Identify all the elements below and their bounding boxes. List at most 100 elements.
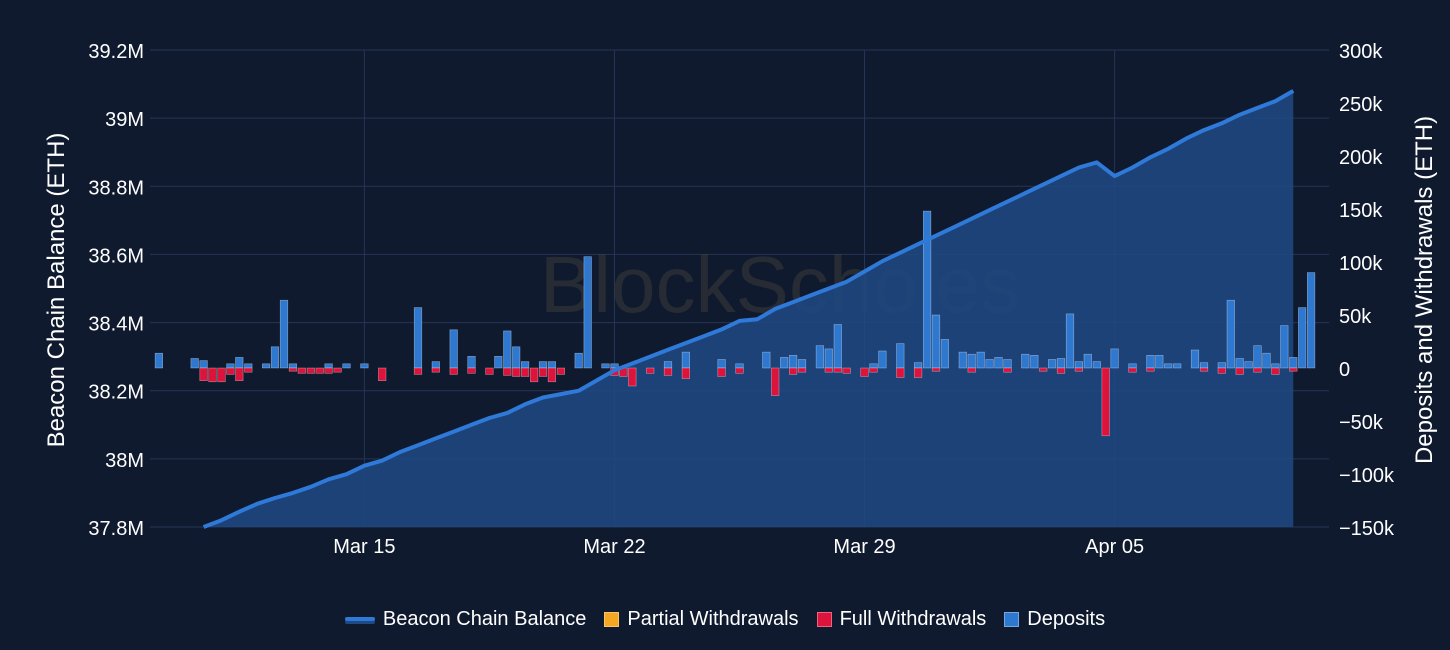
full-withdrawal-bar bbox=[324, 367, 333, 374]
deposit-bar bbox=[538, 361, 548, 369]
legend-label-balance: Beacon Chain Balance bbox=[382, 607, 587, 630]
full-withdrawal-bar bbox=[1199, 367, 1209, 372]
y-right-tick-label: −100k bbox=[1339, 465, 1395, 487]
balance-area-layer bbox=[203, 90, 1294, 528]
y-left-tick-label: 38.4M bbox=[88, 314, 144, 336]
full-withdrawal-bar bbox=[306, 367, 315, 374]
full-withdrawal-bar bbox=[217, 367, 226, 383]
deposit-bar bbox=[940, 339, 949, 369]
y-right-tick-label: −150k bbox=[1339, 518, 1395, 540]
y-left-tick-label: 39M bbox=[105, 109, 144, 131]
deposit-bar bbox=[913, 362, 923, 369]
deposit-bar bbox=[601, 363, 610, 369]
deposit-bar bbox=[869, 363, 878, 369]
deposit-bar bbox=[279, 299, 289, 369]
deposit-bar bbox=[1244, 361, 1253, 369]
full-withdrawal-bar bbox=[378, 367, 387, 381]
deposit-bar bbox=[1146, 354, 1155, 369]
full-withdrawal-bar bbox=[1271, 367, 1280, 375]
y-left-axis-title: Beacon Chain Balance (ETH) bbox=[43, 133, 70, 448]
deposit-bar bbox=[780, 357, 789, 369]
deposit-bar bbox=[1280, 325, 1289, 369]
legend-label-deposits: Deposits bbox=[1027, 607, 1106, 630]
full-withdrawal-bar bbox=[1146, 367, 1155, 372]
x-tick-label: Mar 15 bbox=[333, 536, 395, 558]
y-right-tick-label: 250k bbox=[1339, 94, 1383, 116]
x-tick-label: Mar 22 bbox=[583, 536, 645, 558]
y-right-tick-label: −50k bbox=[1339, 412, 1384, 434]
full-withdrawal-bar bbox=[235, 367, 244, 381]
full-withdrawal-bar bbox=[681, 367, 690, 379]
legend-item-partial-withdrawals[interactable]: Partial Withdrawals bbox=[604, 607, 799, 631]
full-withdrawal-bar bbox=[1056, 367, 1066, 374]
deposit-bar bbox=[967, 353, 976, 369]
deposit-bar bbox=[1298, 307, 1307, 369]
deposit-bar bbox=[1262, 352, 1271, 369]
y-right-tick-label: 0 bbox=[1339, 359, 1350, 381]
full-withdrawal-bar bbox=[824, 367, 833, 373]
balance-area bbox=[203, 90, 1294, 528]
deposit-bar bbox=[583, 256, 592, 369]
full-withdrawal-bar bbox=[333, 367, 342, 373]
deposit-bar bbox=[1110, 348, 1119, 369]
legend-item-deposits[interactable]: Deposits bbox=[1004, 608, 1105, 631]
full-withdrawals-swatch-icon bbox=[816, 611, 832, 627]
y-right-tick-label: 50k bbox=[1339, 306, 1372, 328]
deposit-bar bbox=[199, 360, 208, 369]
y-left-tick-label: 38.6M bbox=[88, 245, 144, 267]
legend-item-balance[interactable]: Beacon Chain Balance bbox=[344, 607, 587, 631]
deposit-bar bbox=[342, 363, 351, 369]
deposit-bar bbox=[360, 363, 369, 369]
deposit-bar bbox=[1235, 358, 1244, 369]
y-right-tick-label: 200k bbox=[1339, 147, 1383, 169]
full-withdrawal-bar bbox=[413, 367, 423, 375]
deposit-bar bbox=[244, 363, 253, 369]
deposit-bar bbox=[1056, 358, 1066, 369]
legend: Beacon Chain Balance Partial Withdrawals… bbox=[0, 604, 1450, 634]
full-withdrawal-bar bbox=[771, 367, 780, 396]
y-left-tick-label: 38.8M bbox=[88, 177, 144, 199]
deposit-bar bbox=[235, 357, 244, 369]
deposit-bar bbox=[449, 329, 458, 369]
deposit-bar bbox=[1074, 361, 1083, 369]
deposit-bar bbox=[1021, 353, 1030, 369]
deposit-bar bbox=[1048, 359, 1057, 369]
deposit-bar bbox=[1092, 361, 1101, 369]
deposit-bar bbox=[735, 363, 744, 369]
deposit-bar bbox=[226, 363, 235, 369]
full-withdrawal-bar bbox=[1128, 367, 1137, 373]
deposit-bar bbox=[413, 307, 423, 369]
deposit-bar bbox=[154, 352, 164, 369]
full-withdrawal-bar bbox=[1039, 367, 1048, 372]
full-withdrawal-bar bbox=[1101, 367, 1110, 437]
full-withdrawal-bar bbox=[520, 367, 530, 377]
full-withdrawal-bar bbox=[833, 367, 842, 373]
full-withdrawal-bar bbox=[1235, 367, 1244, 375]
full-withdrawal-bar bbox=[467, 367, 476, 374]
deposit-bar bbox=[1253, 345, 1262, 369]
y-left-tick-label: 37.8M bbox=[88, 518, 144, 540]
deposit-bar bbox=[1155, 354, 1164, 369]
full-withdrawal-bar bbox=[529, 367, 539, 383]
deposit-bar bbox=[958, 351, 967, 369]
balance-line-swatch-icon bbox=[344, 617, 375, 621]
deposit-bar bbox=[1128, 363, 1137, 369]
deposit-bar bbox=[190, 358, 199, 369]
deposit-bar bbox=[494, 355, 503, 369]
deposit-bar bbox=[1065, 313, 1075, 369]
full-withdrawal-bar bbox=[1074, 367, 1083, 372]
legend-item-full-withdrawals[interactable]: Full Withdrawals bbox=[816, 608, 986, 631]
deposit-bar bbox=[717, 359, 726, 369]
deposit-bar bbox=[520, 361, 530, 369]
legend-label-partial-withdrawals: Partial Withdrawals bbox=[627, 607, 799, 630]
deposit-bar bbox=[431, 361, 440, 369]
deposit-bar bbox=[762, 351, 771, 369]
grid-layer bbox=[150, 49, 1329, 528]
deposit-bar bbox=[815, 345, 824, 369]
bars-layer bbox=[154, 210, 1316, 437]
deposit-bar bbox=[1289, 357, 1298, 369]
full-withdrawal-bar bbox=[512, 367, 521, 377]
deposit-bar bbox=[896, 343, 905, 369]
y-right-axis-title: Deposits and Withdrawals (ETH) bbox=[1411, 116, 1438, 464]
